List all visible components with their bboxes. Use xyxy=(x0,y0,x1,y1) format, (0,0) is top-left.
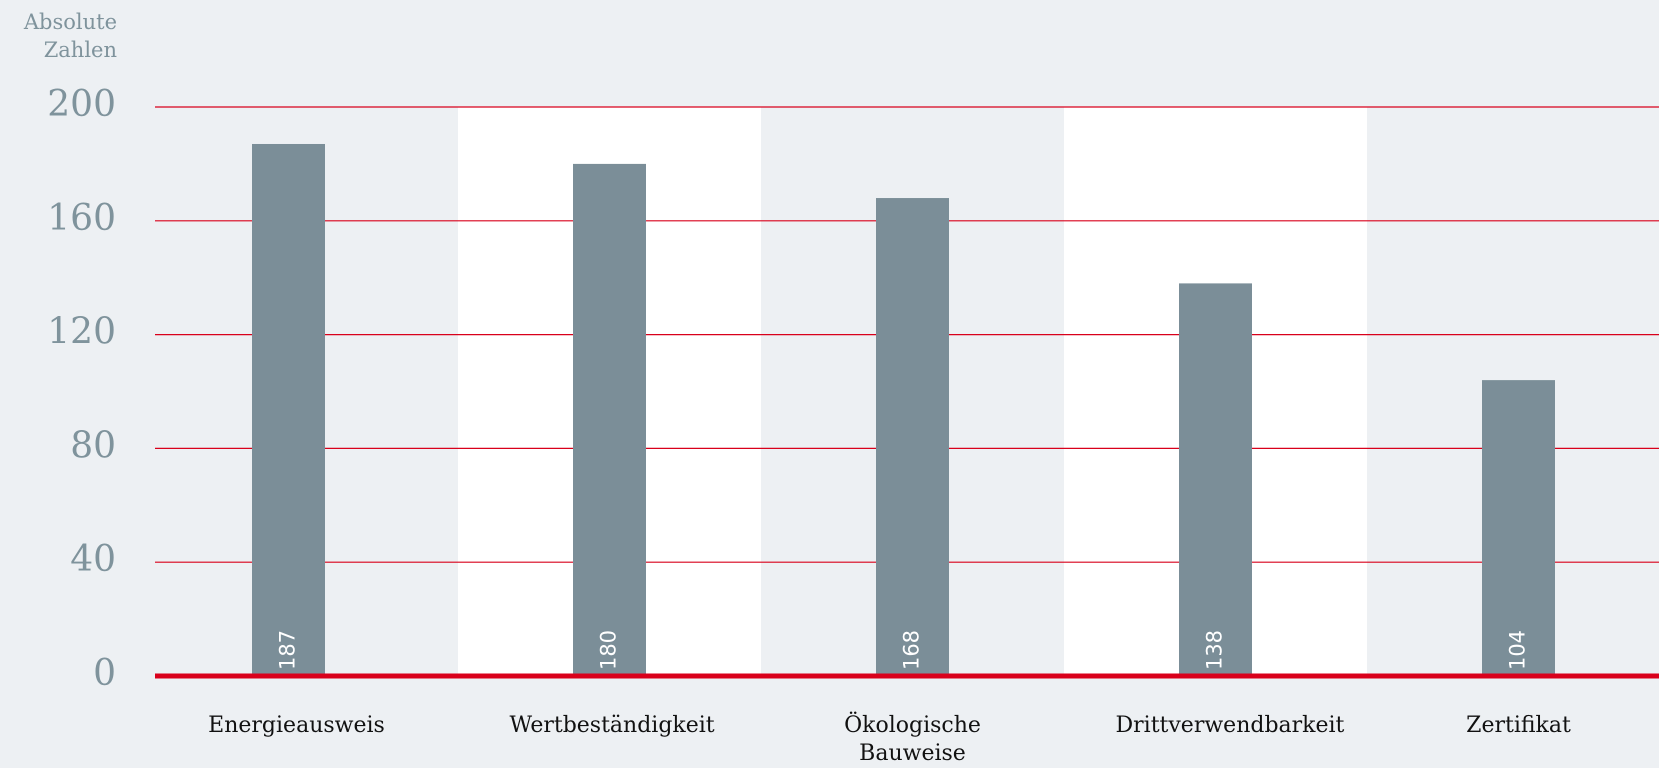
y-tick-label: 0 xyxy=(93,653,116,694)
y-tick-label: 160 xyxy=(47,198,116,239)
y-tick-label: 200 xyxy=(47,84,116,125)
value-label: 138 xyxy=(1203,630,1227,670)
bar xyxy=(252,143,325,677)
bar xyxy=(1179,283,1252,676)
x-tick-label: Zertifikat xyxy=(1466,713,1571,738)
value-label: 168 xyxy=(900,630,924,670)
x-tick-label: Ökologische Bauweise xyxy=(844,713,981,766)
value-label: 180 xyxy=(597,630,621,670)
x-tick-label: Energieausweis xyxy=(208,713,385,738)
x-tick-label: Drittverwendbarkeit xyxy=(1115,713,1345,738)
y-tick-label: 120 xyxy=(47,312,116,353)
bar xyxy=(1482,380,1555,676)
value-label: 104 xyxy=(1506,630,1530,670)
y-axis-title: Absolute Zahlen xyxy=(23,10,117,62)
bar xyxy=(876,198,949,677)
bar xyxy=(573,163,646,676)
y-tick-label: 40 xyxy=(70,539,116,580)
value-label: 187 xyxy=(276,630,300,670)
x-tick-label: Wertbeständigkeit xyxy=(509,713,715,738)
y-tick-label: 80 xyxy=(70,425,116,466)
